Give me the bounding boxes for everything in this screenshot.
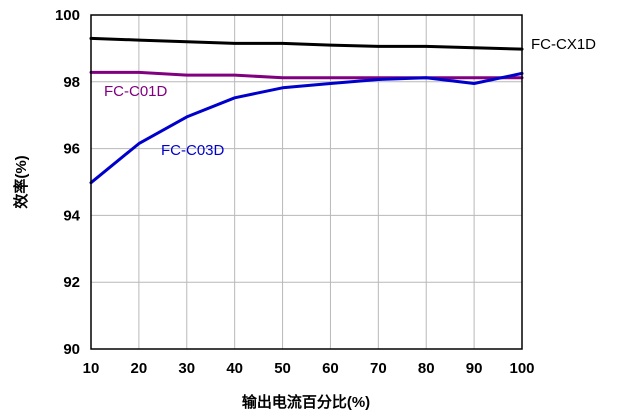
- series-line-1: [89, 36, 524, 51]
- data-point: [472, 76, 476, 79]
- y-tick-label: 94: [63, 207, 80, 224]
- data-point: [233, 73, 236, 77]
- data-point: [137, 71, 141, 74]
- x-tick-label: 70: [370, 360, 387, 377]
- y-tick-label: 92: [63, 274, 80, 291]
- series-lines: [89, 36, 524, 185]
- series-label-3: FC-C03D: [161, 142, 225, 159]
- x-tick-label: 30: [178, 360, 195, 377]
- data-point: [425, 45, 428, 48]
- y-tick-label: 100: [55, 7, 80, 24]
- series-line-2: [89, 70, 524, 80]
- x-tick-label: 50: [274, 360, 291, 377]
- y-tick-label: 96: [63, 141, 80, 158]
- series-line-3: [89, 71, 524, 185]
- data-point: [233, 96, 236, 100]
- x-tick-label: 100: [509, 360, 534, 377]
- x-tick-label: 90: [466, 360, 483, 377]
- x-tick-label: 10: [83, 360, 100, 377]
- data-point: [377, 78, 380, 81]
- x-tick-label: 40: [226, 360, 243, 377]
- series-labels: FC-CX1D FC-C01D FC-C03D: [104, 36, 596, 159]
- grid: [90, 14, 523, 350]
- data-point: [233, 42, 236, 45]
- x-axis-label: 输出电流百分比(%): [242, 393, 370, 411]
- data-point: [137, 142, 141, 145]
- y-tick-label: 98: [63, 74, 80, 91]
- tick-labels: 10 20 30 40 50 60 70 80 90 100 90 92 94 96 98 100: [55, 7, 535, 377]
- data-point: [137, 38, 141, 42]
- data-point: [185, 115, 188, 119]
- data-point: [281, 86, 284, 90]
- data-point: [185, 73, 188, 77]
- x-tick-label: 80: [418, 360, 435, 377]
- series-label-1: FC-CX1D: [531, 36, 596, 53]
- y-axis-label: 效率(%): [12, 155, 30, 208]
- data-point: [329, 82, 332, 85]
- data-point: [329, 76, 332, 79]
- data-point: [281, 42, 284, 45]
- data-point: [472, 46, 476, 49]
- data-point: [472, 82, 476, 85]
- data-point: [377, 45, 380, 48]
- data-point: [281, 76, 284, 79]
- data-point: [329, 43, 332, 47]
- data-point: [185, 40, 188, 43]
- series-label-2: FC-C01D: [104, 83, 168, 100]
- x-tick-label: 60: [322, 360, 339, 377]
- data-point: [425, 76, 428, 79]
- y-tick-label: 90: [63, 341, 80, 358]
- x-tick-label: 20: [131, 360, 148, 377]
- plot-frame: [90, 14, 523, 350]
